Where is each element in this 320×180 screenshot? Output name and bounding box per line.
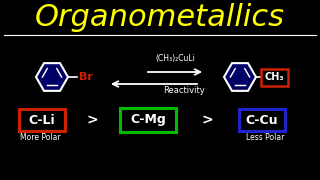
Text: >: >	[202, 113, 213, 127]
FancyBboxPatch shape	[120, 108, 176, 132]
Text: C-Cu: C-Cu	[246, 114, 278, 127]
Polygon shape	[36, 63, 68, 91]
Text: C-Mg: C-Mg	[130, 114, 166, 127]
Text: Br: Br	[79, 72, 93, 82]
FancyBboxPatch shape	[239, 109, 285, 131]
Text: C-Li: C-Li	[29, 114, 55, 127]
Text: CH₃: CH₃	[264, 72, 284, 82]
FancyBboxPatch shape	[19, 109, 65, 131]
Text: Reactivity: Reactivity	[163, 86, 205, 95]
Text: More Polar: More Polar	[20, 133, 60, 142]
Text: Organometallics: Organometallics	[35, 3, 285, 33]
Text: (CH₃)₂CuLi: (CH₃)₂CuLi	[155, 54, 195, 63]
Text: Less Polar: Less Polar	[246, 133, 284, 142]
Text: >: >	[87, 113, 98, 127]
FancyBboxPatch shape	[260, 69, 287, 86]
Polygon shape	[224, 63, 256, 91]
